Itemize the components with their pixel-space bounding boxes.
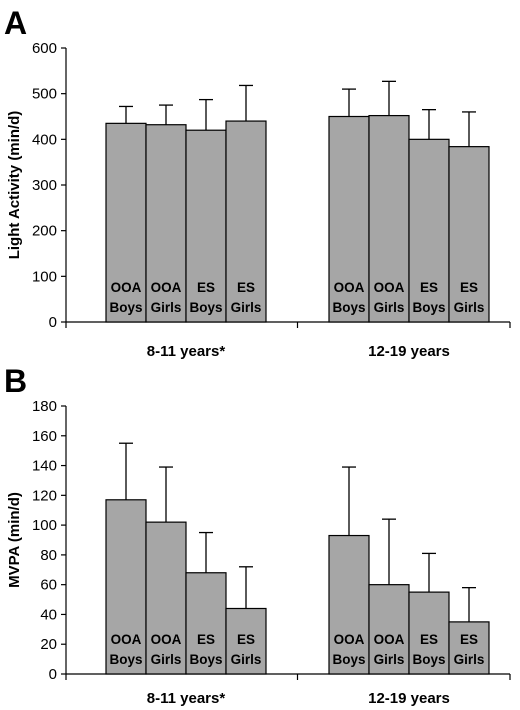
x-group-label: 8-11 years*: [147, 343, 226, 360]
bar: [225, 120, 267, 323]
bar-label-line2: Boys: [412, 300, 445, 315]
panel-label: B: [4, 363, 27, 399]
y-axis-label: Light Activity (min/d): [6, 111, 23, 260]
bar-label-line2: Girls: [231, 652, 262, 667]
bar-label-line2: Girls: [374, 300, 405, 315]
y-tick-label: 200: [32, 223, 57, 240]
y-tick-label: 500: [32, 86, 57, 103]
bar-label-line2: Boys: [332, 300, 365, 315]
y-tick-label: 140: [32, 458, 57, 475]
bar-label-line2: Boys: [189, 652, 222, 667]
bar-label-line1: OOA: [151, 632, 182, 647]
bar-label-line1: ES: [197, 632, 215, 647]
bar: [185, 129, 227, 323]
y-tick-label: 160: [32, 428, 57, 445]
bar-label-line1: OOA: [334, 280, 365, 295]
y-axis-label: MVPA (min/d): [6, 492, 23, 588]
bar: [105, 499, 147, 675]
bar-label-line1: OOA: [111, 632, 142, 647]
bar-label-line1: OOA: [151, 280, 182, 295]
y-tick-label: 0: [49, 314, 57, 331]
bar-label-line1: ES: [197, 280, 215, 295]
bar-label-line2: Girls: [151, 300, 182, 315]
bar-label-line2: Girls: [374, 652, 405, 667]
y-tick-label: 100: [32, 268, 57, 285]
bar-label-line2: Boys: [189, 300, 222, 315]
bar-label-line2: Boys: [109, 300, 142, 315]
bar-label-line2: Girls: [231, 300, 262, 315]
bar: [185, 572, 227, 675]
chart-panel-a: A 0 100 200 300 400 500 600 Light Activity (min/…: [4, 5, 511, 360]
y-tick-label: 20: [40, 636, 57, 653]
bar-label-line1: ES: [420, 280, 438, 295]
bar: [368, 114, 410, 323]
bar: [105, 122, 147, 323]
bar-label-line1: ES: [460, 280, 478, 295]
bar-label-line2: Girls: [454, 300, 485, 315]
y-tick-label: 100: [32, 517, 57, 534]
bar: [408, 138, 450, 323]
bar-label-line1: OOA: [334, 632, 365, 647]
bar-label-line2: Boys: [332, 652, 365, 667]
y-tick-label: 180: [32, 398, 57, 415]
bar-label-line1: ES: [237, 632, 255, 647]
chart-panel-b: B 0 20 40 60 80 100 120 140 160 180 MVPA (min/d) OOA…: [4, 363, 511, 707]
y-tick-label: 80: [40, 547, 57, 564]
y-tick-label: 0: [49, 666, 57, 683]
y-tick-label: 600: [32, 40, 57, 57]
bar-label-line1: ES: [460, 632, 478, 647]
y-tick-label: 400: [32, 131, 57, 148]
y-tick-label: 120: [32, 487, 57, 504]
x-group-label: 12-19 years: [368, 343, 450, 360]
bar-label-line1: OOA: [374, 632, 405, 647]
bar-label-line1: OOA: [374, 280, 405, 295]
bar: [145, 521, 187, 675]
bar: [448, 146, 490, 323]
bar: [448, 621, 490, 675]
bar-label-line1: ES: [420, 632, 438, 647]
bar-label-line2: Girls: [151, 652, 182, 667]
y-tick-label: 40: [40, 606, 57, 623]
y-tick-label: 300: [32, 177, 57, 194]
bar-label-line1: ES: [237, 280, 255, 295]
y-tick-label: 60: [40, 577, 57, 594]
bar-label-line2: Boys: [109, 652, 142, 667]
bar-label-line2: Girls: [454, 652, 485, 667]
x-group-label: 12-19 years: [368, 690, 450, 707]
bar-label-line2: Boys: [412, 652, 445, 667]
x-group-label: 8-11 years*: [147, 690, 226, 707]
bar-label-line1: OOA: [111, 280, 142, 295]
panel-label: A: [4, 5, 27, 41]
